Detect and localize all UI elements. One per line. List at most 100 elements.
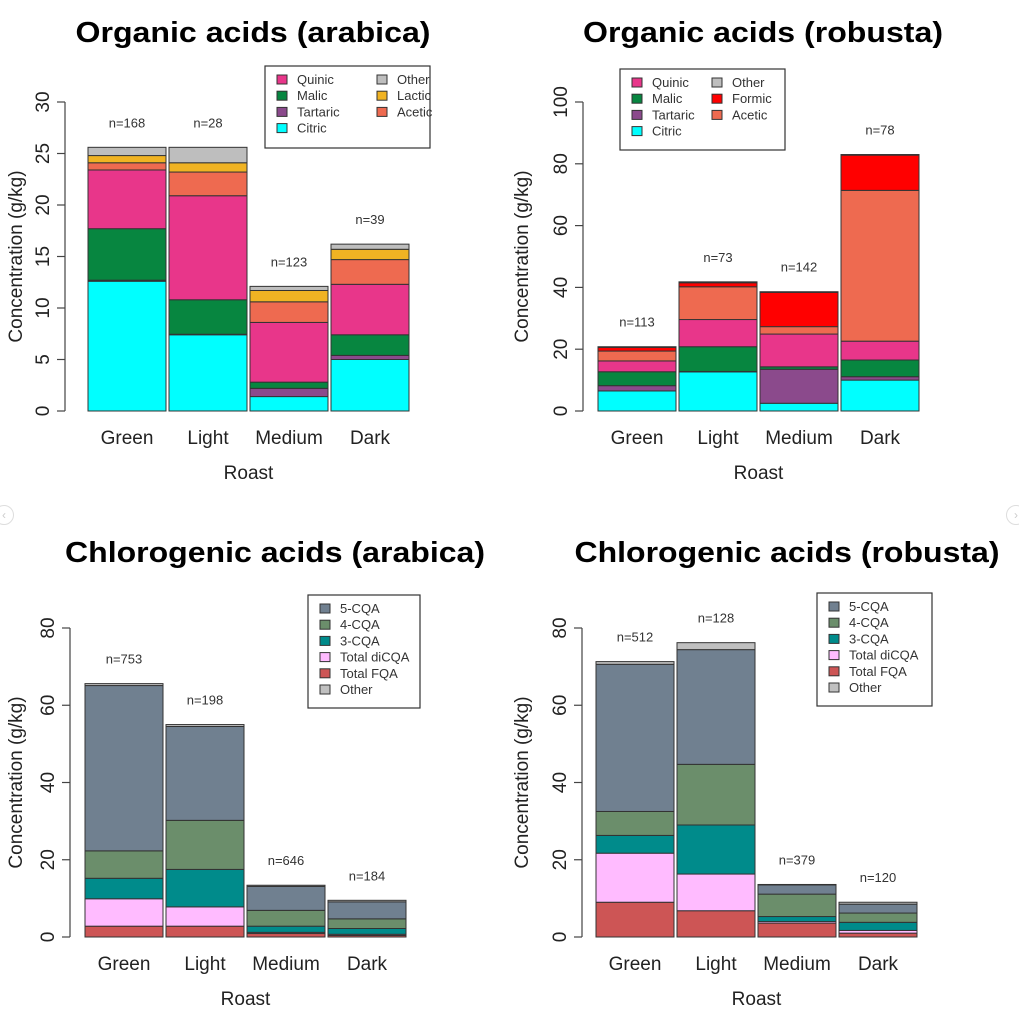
bar-segment-malic bbox=[678, 346, 758, 372]
sample-size-label: n=379 bbox=[779, 852, 816, 867]
y-tick-label: 15 bbox=[33, 246, 54, 267]
sample-size-label: n=78 bbox=[865, 123, 894, 138]
bar-segment-5-cqa bbox=[676, 649, 756, 765]
bar-segment-acetic bbox=[87, 162, 167, 171]
y-tick-label: 20 bbox=[33, 194, 54, 215]
legend-label: 3-CQA bbox=[340, 633, 380, 648]
bar-segment-4-cqa bbox=[838, 912, 918, 923]
bar-segment-other bbox=[838, 901, 918, 905]
legend-swatch bbox=[319, 603, 331, 614]
sample-size-label: n=113 bbox=[619, 315, 655, 330]
legend-swatch bbox=[276, 90, 288, 101]
bar-segment-total-fqa bbox=[757, 922, 837, 938]
legend-swatch bbox=[376, 90, 388, 101]
y-tick-label: 0 bbox=[33, 406, 54, 417]
bar-segment-acetic bbox=[249, 301, 329, 323]
chart-panel-1: Organic acids (arabica) 0 5 10 15 20 25 30 Conce… bbox=[6, 17, 433, 484]
bar-segment-acetic bbox=[168, 171, 248, 197]
sample-size-label: n=73 bbox=[703, 250, 732, 265]
legend-swatch bbox=[319, 684, 331, 695]
bar-segment-5-cqa bbox=[595, 663, 675, 812]
bar-segment-tartaric bbox=[759, 368, 839, 404]
legend-label: Other bbox=[732, 75, 765, 90]
bar-segment-other bbox=[165, 724, 245, 727]
y-tick-label: 100 bbox=[551, 86, 572, 118]
bar-segment-lactic bbox=[330, 248, 410, 261]
bar-segment-quinic bbox=[759, 333, 839, 368]
legend-swatch bbox=[828, 633, 840, 644]
y-tick-label: 40 bbox=[38, 772, 59, 793]
legend-swatch bbox=[319, 668, 331, 679]
x-tick-label: Medium bbox=[255, 428, 323, 449]
y-tick-label: 0 bbox=[551, 406, 572, 417]
bar-segment-formic bbox=[759, 291, 839, 328]
bar-segment-total-fqa bbox=[84, 925, 164, 938]
bar-segment-3-cqa bbox=[676, 824, 756, 875]
legend-label: Acetic bbox=[732, 107, 768, 122]
y-tick-label: 30 bbox=[33, 91, 54, 112]
legend-label: Acetic bbox=[397, 104, 433, 119]
bar-segment-formic bbox=[678, 282, 758, 288]
bar-segment-other bbox=[246, 884, 326, 887]
bar-segment-citric bbox=[678, 371, 758, 412]
bar-segment-4-cqa bbox=[165, 819, 245, 870]
bar-segment-malic bbox=[168, 299, 248, 335]
bar-segment-acetic bbox=[597, 350, 677, 362]
legend-swatch bbox=[711, 93, 723, 104]
bar-segment-other bbox=[759, 291, 839, 293]
bar-segment-other bbox=[327, 899, 407, 903]
bar-segment-malic bbox=[87, 228, 167, 281]
y-tick-label: 60 bbox=[551, 215, 572, 236]
x-axis-label: Roast bbox=[224, 463, 274, 484]
bar-segment-quinic bbox=[330, 283, 410, 336]
bar-segment-other bbox=[168, 146, 248, 164]
bar-segment-3-cqa bbox=[595, 834, 675, 854]
legend-box bbox=[619, 68, 786, 151]
bar-segment-total-dicqa bbox=[595, 852, 675, 903]
x-tick-label: Medium bbox=[252, 954, 320, 975]
bar-segment-4-cqa bbox=[327, 918, 407, 930]
bar-segment-quinic bbox=[249, 321, 329, 383]
bar-segment-acetic bbox=[678, 286, 758, 321]
bar-segment-tartaric bbox=[330, 354, 410, 361]
y-tick-label: 10 bbox=[33, 297, 54, 318]
bar-segment-acetic bbox=[330, 259, 410, 285]
carousel-next-button[interactable]: › bbox=[1006, 505, 1019, 525]
bar-segment-other bbox=[597, 346, 677, 348]
y-tick-label: 80 bbox=[550, 617, 571, 638]
legend-swatch bbox=[828, 601, 840, 612]
bar-segment-formic bbox=[597, 346, 677, 352]
legend-swatch bbox=[711, 109, 723, 120]
y-axis-label: Concentration (g/kg) bbox=[6, 696, 27, 868]
sample-size-label: n=28 bbox=[193, 115, 222, 130]
bar-segment-4-cqa bbox=[595, 810, 675, 836]
legend-label: Other bbox=[397, 72, 430, 87]
bar-segment-lactic bbox=[87, 155, 167, 164]
sample-size-label: n=198 bbox=[187, 693, 224, 708]
bar-segment-5-cqa bbox=[327, 901, 407, 920]
y-tick-label: 20 bbox=[550, 849, 571, 870]
y-axis-label: Concentration (g/kg) bbox=[512, 696, 533, 868]
x-tick-label: Dark bbox=[858, 954, 899, 975]
y-tick-label: 80 bbox=[38, 617, 59, 638]
bar-segment-total-fqa bbox=[246, 933, 326, 938]
bar-segment-citric bbox=[330, 359, 410, 412]
chart-title: Chlorogenic acids (arabica) bbox=[65, 537, 485, 569]
bar-segment-citric bbox=[759, 402, 839, 412]
bar-segment-other bbox=[840, 154, 920, 156]
x-tick-label: Dark bbox=[347, 954, 388, 975]
y-tick-label: 20 bbox=[551, 339, 572, 360]
bar-segment-malic bbox=[330, 334, 410, 356]
bar-segment-3-cqa bbox=[165, 868, 245, 908]
chart-panel-3: Chlorogenic acids (arabica) 0 20 40 60 80 Conc… bbox=[6, 537, 485, 1010]
bar-segment-quinic bbox=[597, 360, 677, 373]
sample-size-label: n=128 bbox=[698, 611, 735, 626]
bar-segment-5-cqa bbox=[757, 884, 837, 895]
legend-box bbox=[264, 65, 431, 149]
bar-segment-citric bbox=[840, 379, 920, 412]
legend-swatch bbox=[828, 650, 840, 661]
chart-title: Organic acids (arabica) bbox=[76, 17, 431, 49]
chart-panel-4: Chlorogenic acids (robusta) 0 20 40 60 80 Conc… bbox=[512, 537, 1000, 1010]
legend-swatch bbox=[319, 652, 331, 663]
carousel-prev-button[interactable]: ‹ bbox=[0, 505, 14, 525]
